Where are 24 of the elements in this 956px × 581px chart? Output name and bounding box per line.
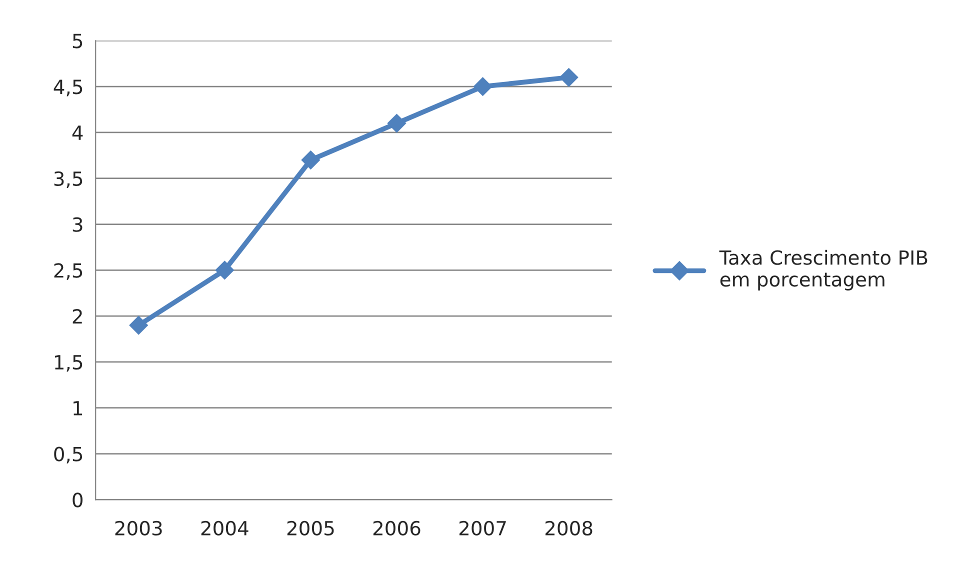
x-tick-label: 2006 [373,520,420,536]
y-tick-label: 5 [72,34,82,48]
y-tick-label: 2 [72,309,82,324]
point [473,77,492,96]
x-tick-label: 2007 [459,520,506,536]
y-tick-label: 0 [72,492,83,508]
y-tick-label: 3 [72,217,82,232]
y-tick-label: 1 [74,401,82,416]
x-tick-label: 2004 [201,520,248,536]
y-tick-label: 3,5 [54,171,82,188]
x-tick-label: 2003 [115,520,162,536]
y-tick-label: 2,5 [54,263,82,280]
x-tick-label: 2008 [546,520,592,536]
point [559,68,578,87]
legend-label: Taxa Crescimento PIB em porcentagem [719,250,928,290]
x-tick-label: 2005 [287,520,334,536]
point [215,260,234,280]
y-tick-label: 1,5 [55,355,82,372]
point [129,316,148,335]
point [387,114,406,133]
y-tick-label: 4 [72,126,83,140]
y-tick-label: 0,5 [54,446,82,464]
point [301,150,320,170]
y-tick-label: 4,5 [54,80,82,96]
